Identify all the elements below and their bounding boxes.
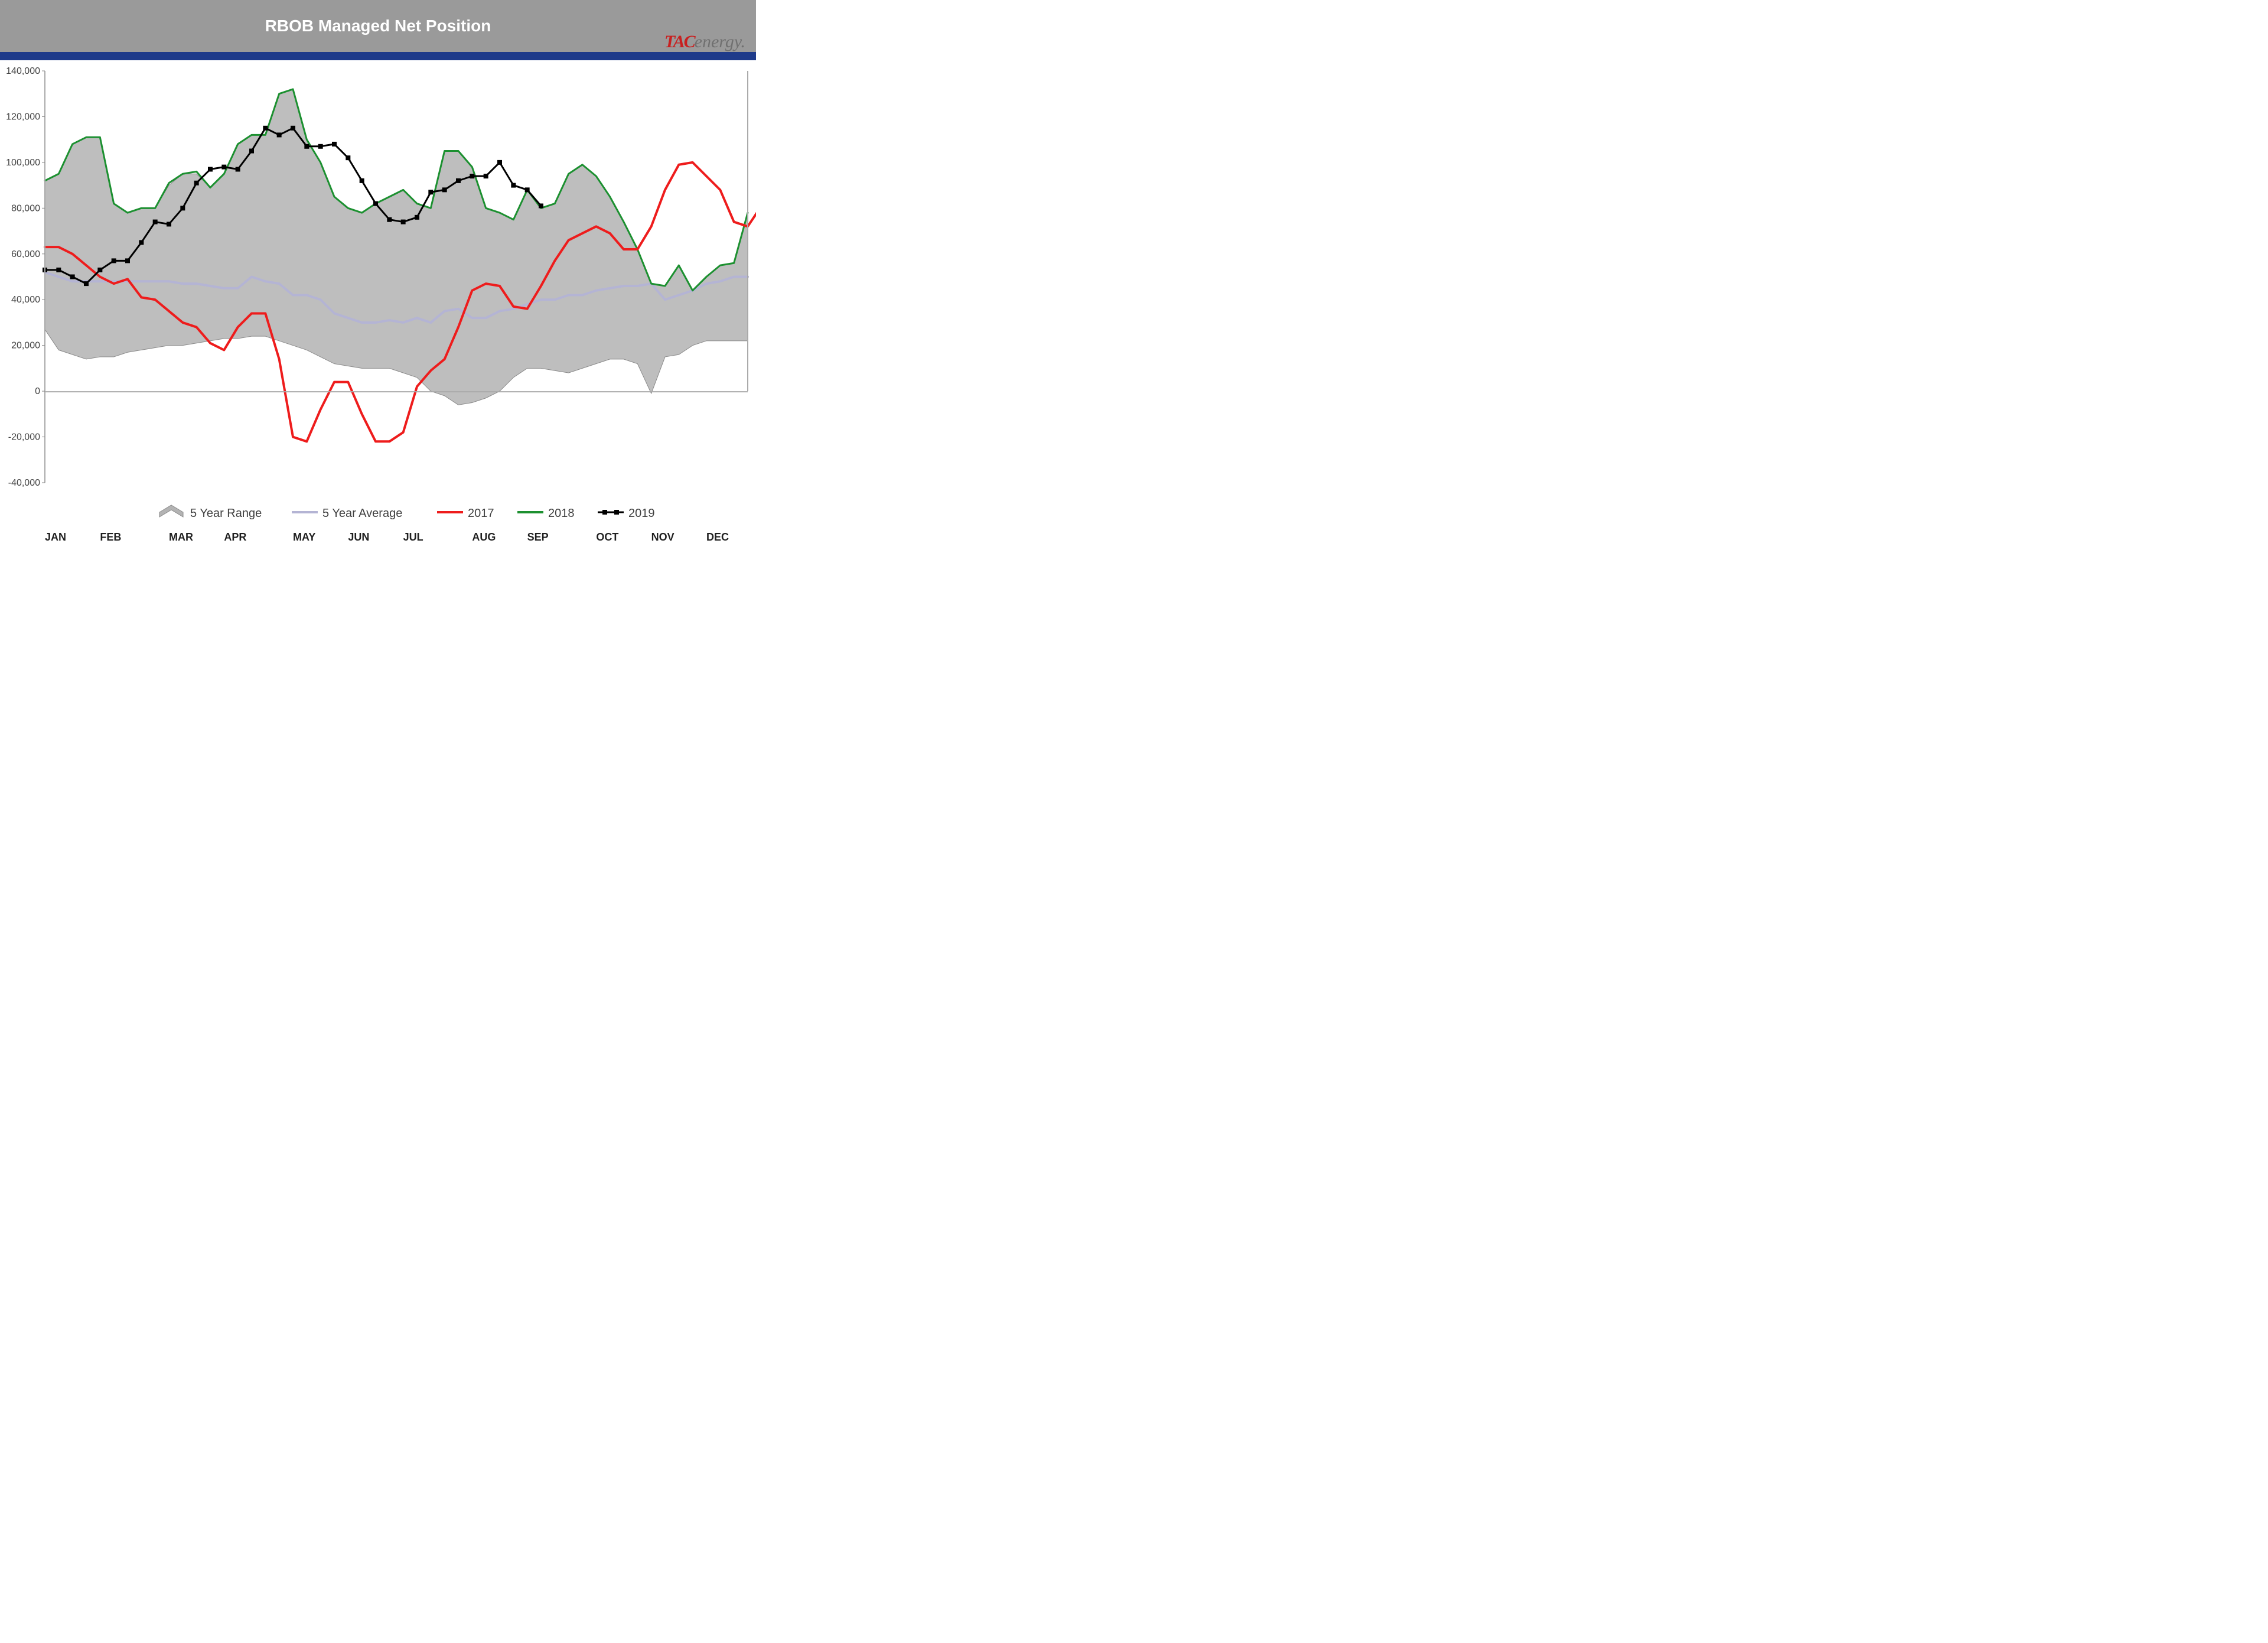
svg-text:140,000: 140,000: [6, 66, 40, 76]
chart-title: RBOB Managed Net Position: [265, 17, 491, 35]
svg-text:OCT: OCT: [596, 531, 618, 543]
svg-text:APR: APR: [224, 531, 246, 543]
svg-text:FEB: FEB: [100, 531, 121, 543]
svg-text:5 Year Average: 5 Year Average: [322, 507, 402, 520]
svg-text:AUG: AUG: [472, 531, 496, 543]
title-bar: RBOB Managed Net Position: [0, 0, 756, 52]
svg-text:20,000: 20,000: [11, 341, 40, 351]
logo-tac: TAC: [664, 32, 695, 52]
chart-svg: -40,000 -20,000 0 20,000 40,000 60,000 80,000 1…: [0, 60, 756, 548]
svg-text:JUL: JUL: [403, 531, 423, 543]
svg-text:40,000: 40,000: [11, 295, 40, 305]
brand-logo: TACenergy.: [664, 32, 745, 52]
svg-text:60,000: 60,000: [11, 249, 40, 259]
svg-text:2017: 2017: [468, 507, 494, 520]
svg-text:MAY: MAY: [293, 531, 315, 543]
svg-text:120,000: 120,000: [6, 112, 40, 122]
svg-text:2019: 2019: [628, 507, 655, 520]
svg-text:0: 0: [35, 386, 40, 396]
svg-text:MAR: MAR: [169, 531, 193, 543]
svg-text:SEP: SEP: [527, 531, 549, 543]
svg-text:80,000: 80,000: [11, 203, 40, 213]
svg-text:5 Year Range: 5 Year Range: [190, 507, 262, 520]
chart-plot: -40,000 -20,000 0 20,000 40,000 60,000 80,000 1…: [0, 60, 756, 548]
svg-text:-20,000: -20,000: [8, 432, 40, 443]
svg-text:2018: 2018: [548, 507, 575, 520]
svg-text:-40,000: -40,000: [8, 478, 40, 488]
chart-container: RBOB Managed Net Position TACenergy. -40…: [0, 0, 756, 548]
accent-bar: [0, 52, 756, 60]
svg-text:JAN: JAN: [45, 531, 66, 543]
svg-text:DEC: DEC: [706, 531, 729, 543]
logo-energy: energy.: [695, 32, 745, 52]
svg-text:JUN: JUN: [348, 531, 369, 543]
svg-text:100,000: 100,000: [6, 158, 40, 168]
svg-text:NOV: NOV: [651, 531, 674, 543]
